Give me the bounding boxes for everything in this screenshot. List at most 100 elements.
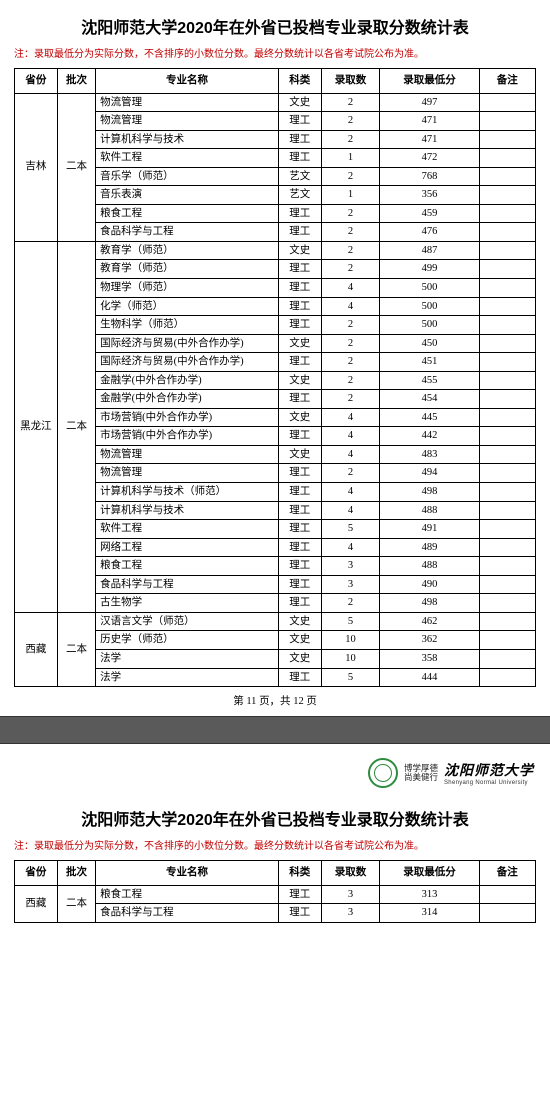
- scores-table-1: 省份 批次 专业名称 科类 录取数 录取最低分 备注 吉林二本物流管理文史249…: [14, 68, 536, 687]
- cell-remark: [479, 427, 535, 446]
- cell-minscore: 362: [380, 631, 479, 650]
- cell-remark: [479, 297, 535, 316]
- cell-major: 法学: [96, 668, 279, 687]
- cell-subject: 理工: [278, 538, 321, 557]
- cell-major: 汉语言文学（师范）: [96, 612, 279, 631]
- col-remark: 备注: [479, 69, 535, 94]
- cell-remark: [479, 445, 535, 464]
- cell-minscore: 462: [380, 612, 479, 631]
- cell-minscore: 314: [380, 904, 479, 923]
- page-2: 沈阳师范大学2020年在外省已投档专业录取分数统计表 注：录取最低分为实际分数，…: [0, 792, 550, 931]
- cell-remark: [479, 557, 535, 576]
- cell-minscore: 356: [380, 186, 479, 205]
- note-text: 注：录取最低分为实际分数，不含排序的小数位分数。最终分数统计以各省考试院公布为准…: [14, 840, 536, 854]
- cell-subject: 文史: [278, 371, 321, 390]
- cell-major: 物理学（师范）: [96, 279, 279, 298]
- cell-major: 食品科学与工程: [96, 575, 279, 594]
- cell-major: 教育学（师范）: [96, 241, 279, 260]
- cell-remark: [479, 631, 535, 650]
- col-minscore: 录取最低分: [380, 861, 479, 886]
- cell-count: 2: [321, 594, 380, 613]
- cell-remark: [479, 520, 535, 539]
- cell-subject: 文史: [278, 334, 321, 353]
- table-header-row: 省份 批次 专业名称 科类 录取数 录取最低分 备注: [15, 861, 536, 886]
- cell-subject: 理工: [278, 390, 321, 409]
- cell-count: 2: [321, 390, 380, 409]
- col-major: 专业名称: [96, 69, 279, 94]
- cell-count: 4: [321, 279, 380, 298]
- cell-remark: [479, 241, 535, 260]
- cell-remark: [479, 594, 535, 613]
- cell-remark: [479, 904, 535, 923]
- cell-subject: 理工: [278, 316, 321, 335]
- cell-count: 4: [321, 297, 380, 316]
- cell-remark: [479, 575, 535, 594]
- col-subject: 科类: [278, 861, 321, 886]
- cell-count: 2: [321, 464, 380, 483]
- cell-count: 4: [321, 445, 380, 464]
- cell-remark: [479, 501, 535, 520]
- cell-subject: 理工: [278, 520, 321, 539]
- cell-subject: 艺文: [278, 186, 321, 205]
- cell-count: 3: [321, 904, 380, 923]
- cell-major: 金融学(中外合作办学): [96, 390, 279, 409]
- cell-minscore: 444: [380, 668, 479, 687]
- cell-count: 2: [321, 167, 380, 186]
- cell-major: 粮食工程: [96, 204, 279, 223]
- cell-remark: [479, 353, 535, 372]
- cell-major: 古生物学: [96, 594, 279, 613]
- cell-subject: 理工: [278, 557, 321, 576]
- cell-major: 教育学（师范）: [96, 260, 279, 279]
- cell-minscore: 500: [380, 297, 479, 316]
- cell-province: 西藏: [15, 612, 58, 686]
- cell-count: 2: [321, 353, 380, 372]
- cell-minscore: 498: [380, 594, 479, 613]
- cell-minscore: 490: [380, 575, 479, 594]
- cell-subject: 理工: [278, 297, 321, 316]
- cell-subject: 艺文: [278, 167, 321, 186]
- cell-subject: 理工: [278, 223, 321, 242]
- cell-count: 4: [321, 427, 380, 446]
- university-name: 沈阳师范大学 Shenyang Normal University: [444, 760, 534, 786]
- cell-subject: 理工: [278, 427, 321, 446]
- cell-minscore: 499: [380, 260, 479, 279]
- col-subject: 科类: [278, 69, 321, 94]
- cell-minscore: 451: [380, 353, 479, 372]
- cell-remark: [479, 316, 535, 335]
- cell-subject: 理工: [278, 112, 321, 131]
- cell-batch: 二本: [57, 885, 95, 922]
- cell-subject: 文史: [278, 649, 321, 668]
- cell-remark: [479, 612, 535, 631]
- cell-major: 食品科学与工程: [96, 904, 279, 923]
- cell-subject: 理工: [278, 885, 321, 904]
- col-province: 省份: [15, 861, 58, 886]
- cell-remark: [479, 167, 535, 186]
- cell-province: 吉林: [15, 93, 58, 241]
- cell-count: 2: [321, 316, 380, 335]
- cell-subject: 理工: [278, 279, 321, 298]
- cell-count: 2: [321, 204, 380, 223]
- cell-count: 5: [321, 612, 380, 631]
- cell-count: 3: [321, 575, 380, 594]
- cell-count: 4: [321, 483, 380, 502]
- table-row: 吉林二本物流管理文史2497: [15, 93, 536, 112]
- cell-count: 4: [321, 538, 380, 557]
- cell-count: 2: [321, 223, 380, 242]
- cell-minscore: 476: [380, 223, 479, 242]
- header-logo-row: 博学厚德 尚美健行 沈阳师范大学 Shenyang Normal Univers…: [0, 744, 550, 792]
- cell-count: 3: [321, 885, 380, 904]
- cell-batch: 二本: [57, 241, 95, 612]
- page-1: 沈阳师范大学2020年在外省已投档专业录取分数统计表 注：录取最低分为实际分数，…: [0, 0, 550, 716]
- cell-major: 物流管理: [96, 464, 279, 483]
- cell-remark: [479, 93, 535, 112]
- cell-subject: 理工: [278, 130, 321, 149]
- cell-remark: [479, 649, 535, 668]
- col-batch: 批次: [57, 861, 95, 886]
- cell-subject: 理工: [278, 904, 321, 923]
- cell-major: 法学: [96, 649, 279, 668]
- table-header-row: 省份 批次 专业名称 科类 录取数 录取最低分 备注: [15, 69, 536, 94]
- cell-major: 国际经济与贸易(中外合作办学): [96, 353, 279, 372]
- cell-batch: 二本: [57, 93, 95, 241]
- cell-minscore: 494: [380, 464, 479, 483]
- cell-major: 粮食工程: [96, 885, 279, 904]
